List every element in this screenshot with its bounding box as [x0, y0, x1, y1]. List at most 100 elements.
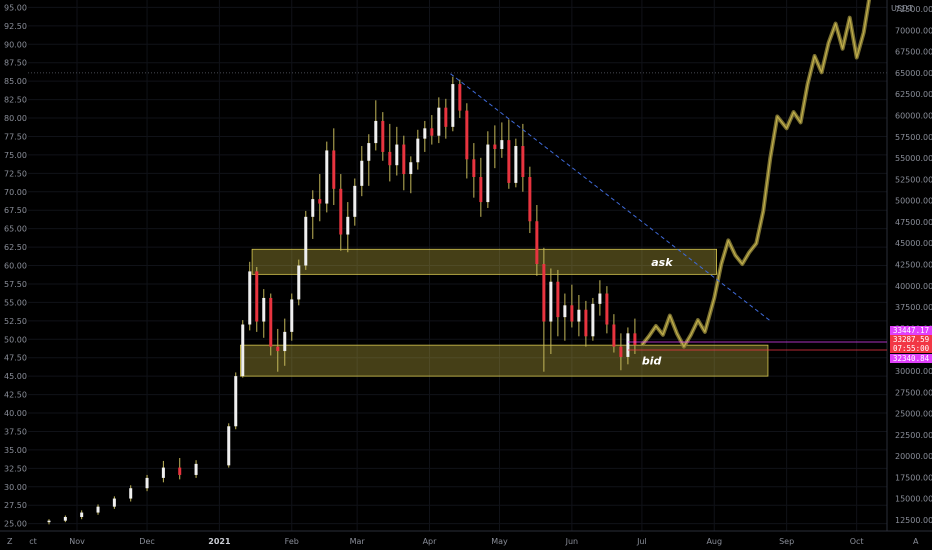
candle-body[interactable] [451, 84, 455, 127]
time-tick-label: Jul [636, 537, 647, 546]
candle-body[interactable] [290, 299, 294, 332]
candle-body[interactable] [311, 199, 315, 217]
candle-body[interactable] [80, 512, 84, 517]
candle-body[interactable] [96, 506, 100, 513]
candle-body[interactable] [304, 216, 308, 266]
candle-body[interactable] [591, 303, 595, 337]
left-tick-label: 27.50 [4, 501, 27, 510]
candle-body[interactable] [542, 264, 546, 322]
candle-body[interactable] [416, 138, 420, 163]
candle-body[interactable] [584, 309, 588, 337]
candle-body[interactable] [388, 151, 392, 166]
time-axis[interactable]: Nov Dec 2021 Feb Mar Apr May Jun Jul Aug Sep Oct ct [0, 530, 932, 546]
left-tick-label: 65.00 [4, 225, 27, 234]
right-tick-label: 67500.00 [895, 48, 932, 57]
right-tick-label: 65000.00 [895, 69, 932, 78]
candle-body[interactable] [626, 333, 630, 357]
axis-corner[interactable]: USDT A Z [7, 4, 919, 546]
candle-body[interactable] [360, 160, 364, 186]
time-tick-label: Jun [565, 537, 579, 546]
trendline-dashed[interactable] [450, 73, 771, 322]
time-tick-label: Aug [706, 537, 722, 546]
right-tick-label: 45000.00 [895, 239, 932, 248]
zone-ask[interactable] [251, 248, 718, 275]
right-tick-label: 12500.00 [895, 516, 932, 525]
candle-body[interactable] [493, 144, 497, 149]
candle-body[interactable] [577, 309, 581, 322]
candle-body[interactable] [367, 143, 371, 161]
auto-scale-button[interactable]: A [913, 537, 919, 546]
candle-body[interactable] [241, 324, 245, 377]
left-tick-label: 55.00 [4, 298, 27, 307]
candle-body[interactable] [479, 177, 483, 203]
candles[interactable] [47, 76, 932, 525]
candle-body[interactable] [437, 107, 441, 136]
time-tick-label: May [491, 537, 508, 546]
candle-body[interactable] [507, 140, 511, 183]
candle-body[interactable] [605, 293, 609, 325]
candle-body[interactable] [381, 120, 385, 152]
zone-label-ask: ask [651, 256, 673, 269]
candle-body[interactable] [318, 199, 322, 204]
candle-body[interactable] [332, 150, 336, 189]
trendline[interactable] [450, 73, 771, 322]
candle-body[interactable] [145, 477, 149, 489]
candle-body[interactable] [430, 128, 434, 136]
candle-body[interactable] [276, 346, 280, 352]
candle-body[interactable] [514, 146, 518, 183]
candle-body[interactable] [353, 185, 357, 217]
candle-body[interactable] [528, 177, 532, 222]
candle-body[interactable] [339, 188, 343, 235]
candle-body[interactable] [47, 520, 51, 523]
candle-body[interactable] [395, 144, 399, 166]
candle-body[interactable] [423, 128, 427, 139]
candle-body[interactable] [63, 516, 67, 521]
candle-body[interactable] [409, 162, 413, 175]
candle-body[interactable] [612, 324, 616, 347]
candle-body[interactable] [500, 140, 504, 149]
candle-body[interactable] [269, 297, 273, 347]
candle-body[interactable] [458, 84, 462, 111]
candle-body[interactable] [444, 107, 448, 127]
left-tick-label: 82.50 [4, 96, 27, 105]
candle-body[interactable] [374, 120, 378, 144]
candle-body[interactable] [161, 467, 165, 478]
candle-body[interactable] [112, 498, 116, 507]
candle-body[interactable] [535, 221, 539, 265]
candle-body[interactable] [402, 144, 406, 175]
candle-body[interactable] [549, 281, 553, 322]
candle-body[interactable] [598, 293, 602, 304]
price-tag-label: 33447.17 [893, 326, 929, 335]
time-tick-label: Apr [423, 537, 438, 546]
candle-body[interactable] [325, 150, 329, 204]
candle-body[interactable] [556, 281, 560, 318]
candle-body[interactable] [129, 488, 133, 499]
left-tick-label: 30.00 [4, 483, 27, 492]
zoom-reset-button[interactable]: Z [7, 537, 13, 546]
candle-body[interactable] [521, 146, 525, 177]
candle-body[interactable] [262, 297, 266, 322]
candle-body[interactable] [563, 305, 567, 318]
left-tick-label: 77.50 [4, 132, 27, 141]
candle-body[interactable] [619, 346, 623, 357]
candle-body[interactable] [248, 271, 252, 325]
candle-body[interactable] [346, 216, 350, 235]
right-tick-label: 50000.00 [895, 197, 932, 206]
left-tick-label: 37.50 [4, 427, 27, 436]
left-tick-label: 47.50 [4, 354, 27, 363]
candle-body[interactable] [234, 376, 238, 427]
candle-body[interactable] [486, 144, 490, 203]
candle-body[interactable] [297, 265, 301, 300]
left-tick-label: 87.50 [4, 59, 27, 68]
candle-body[interactable] [178, 467, 182, 475]
candle-body[interactable] [570, 305, 574, 322]
candle-body[interactable] [255, 271, 259, 322]
candle-body[interactable] [633, 333, 637, 346]
candle-body[interactable] [227, 426, 231, 466]
left-price-axis[interactable]: 25.00 27.50 30.00 32.50 35.00 37.50 40.00 42.50… [4, 3, 27, 528]
candle-body[interactable] [472, 159, 476, 177]
candle-body[interactable] [194, 463, 198, 475]
candle-body[interactable] [283, 331, 287, 352]
candle-body[interactable] [465, 110, 469, 160]
